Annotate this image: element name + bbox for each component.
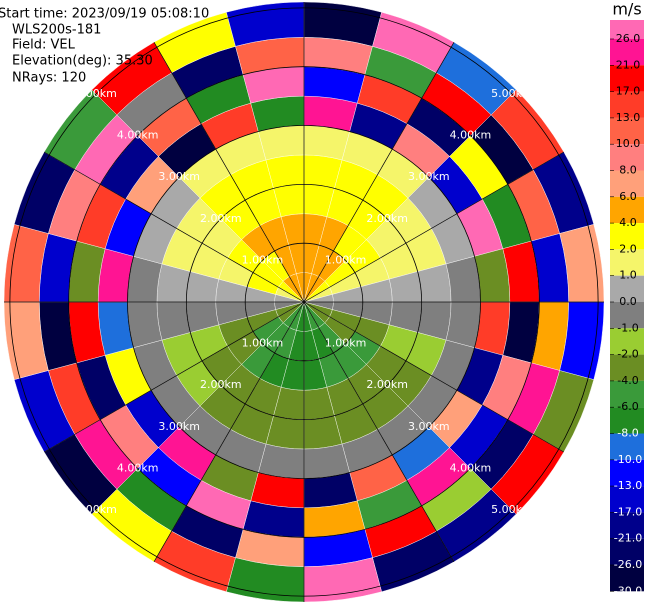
range-label: 5.00km xyxy=(491,503,533,516)
colorbar-band xyxy=(610,20,644,39)
range-ring xyxy=(9,7,599,597)
annotation: Elevation(deg): 35.30 xyxy=(12,54,153,69)
annotation: Field: VEL xyxy=(12,38,76,53)
gate xyxy=(303,443,350,479)
range-label: 1.00km xyxy=(325,337,367,350)
gate xyxy=(127,301,163,348)
gate xyxy=(445,256,481,303)
colorbar-band xyxy=(610,170,644,197)
range-label: 4.00km xyxy=(450,129,492,142)
range-label: 2.00km xyxy=(200,212,242,225)
gate xyxy=(127,256,163,303)
colorbar-tick-label: 1.0 xyxy=(619,269,637,282)
colorbar-tick-label: -1.0 xyxy=(617,321,638,334)
spoke xyxy=(153,301,305,562)
annotation: WLS200s-181 xyxy=(12,23,101,38)
colorbar-band xyxy=(610,117,644,145)
range-label: 5.00km xyxy=(491,87,533,100)
spoke xyxy=(153,42,305,303)
colorbar-tick-label: 17.0 xyxy=(616,85,641,98)
colorbar-band xyxy=(610,65,644,92)
range-label: 2.00km xyxy=(366,378,408,391)
colorbar-tick-label: 2.0 xyxy=(619,242,637,255)
colorbar-tick-label: -8.0 xyxy=(617,427,638,440)
colorbar-tick-label: 8.0 xyxy=(619,164,637,177)
range-label: 4.00km xyxy=(117,461,159,474)
colorbar-tick-label: 13.0 xyxy=(616,111,641,124)
gate xyxy=(258,125,305,161)
range-label: 5.00km xyxy=(75,503,117,516)
gate xyxy=(445,301,481,348)
range-label: 1.00km xyxy=(242,337,284,350)
range-label: 4.00km xyxy=(117,129,159,142)
colorbar-band xyxy=(610,249,644,276)
range-label: 2.00km xyxy=(366,212,408,225)
range-label: 3.00km xyxy=(408,170,450,183)
ppi-plot xyxy=(3,1,605,603)
colorbar-band xyxy=(610,302,644,329)
range-label: 3.00km xyxy=(158,420,200,433)
spoke xyxy=(44,301,305,453)
gate xyxy=(258,443,305,479)
colorbar-band xyxy=(610,565,644,592)
spoke xyxy=(303,151,564,303)
spoke xyxy=(303,301,564,453)
colorbar-tick-label: 0.0 xyxy=(619,295,637,308)
colorbar-band xyxy=(610,538,644,565)
gate xyxy=(303,125,350,161)
colorbar-tick-label: -30.0 xyxy=(614,584,642,597)
colorbar-band xyxy=(610,512,644,539)
colorbar-band xyxy=(610,459,644,487)
colorbar-tick-label: -6.0 xyxy=(617,400,638,413)
colorbar-band xyxy=(610,433,644,460)
colorbar-band xyxy=(610,144,644,171)
colorbar-tick-label: -17.0 xyxy=(614,505,642,518)
colorbar-tick-label: 4.0 xyxy=(619,216,637,229)
range-label: 4.00km xyxy=(450,461,492,474)
colorbar-tick-label: 26.0 xyxy=(616,32,641,45)
colorbar-band xyxy=(610,196,644,224)
range-ring xyxy=(185,183,423,421)
colorbar-band xyxy=(610,91,644,118)
colorbar-band xyxy=(610,223,644,250)
colorbar-tick-label: 6.0 xyxy=(619,190,637,203)
range-label: 3.00km xyxy=(408,420,450,433)
colorbar-tick-label: 10.0 xyxy=(616,137,641,150)
colorbar-tick-label: -21.0 xyxy=(614,532,642,545)
range-label: 5.00km xyxy=(75,87,117,100)
colorbar-band xyxy=(610,39,644,66)
colorbar-label: m/s xyxy=(612,0,641,19)
annotation: Start time: 2023/09/19 05:08:10 xyxy=(0,7,209,22)
range-label: 1.00km xyxy=(325,253,367,266)
overlay: 1.00km 1.00km 1.00km 1.00km 2.00km 2.00km 2.00… xyxy=(4,2,604,602)
colorbar-band xyxy=(610,275,644,302)
colorbar-band xyxy=(610,328,644,355)
colorbar-tick-label: -13.0 xyxy=(614,479,642,492)
colorbar-tick-label: 21.0 xyxy=(616,58,641,71)
spoke xyxy=(303,42,455,303)
range-label: 1.00km xyxy=(242,253,284,266)
range-label: 3.00km xyxy=(158,170,200,183)
colorbar-band xyxy=(610,486,644,513)
range-ring xyxy=(68,66,540,538)
range-ring xyxy=(244,242,364,362)
colorbar-band xyxy=(610,407,644,434)
colorbar-tick-label: -10.0 xyxy=(614,453,642,466)
colorbar-band xyxy=(610,354,644,381)
spoke xyxy=(303,301,455,562)
colorbar-tick-label: -4.0 xyxy=(617,374,638,387)
colorbar-tick-label: -2.0 xyxy=(617,348,638,361)
annotation: NRays: 120 xyxy=(12,71,86,86)
range-label: 2.00km xyxy=(200,378,242,391)
spoke xyxy=(44,151,305,303)
colorbar-band xyxy=(610,380,644,408)
range-ring xyxy=(127,125,481,479)
colorbar-tick-label: -26.0 xyxy=(614,558,642,571)
